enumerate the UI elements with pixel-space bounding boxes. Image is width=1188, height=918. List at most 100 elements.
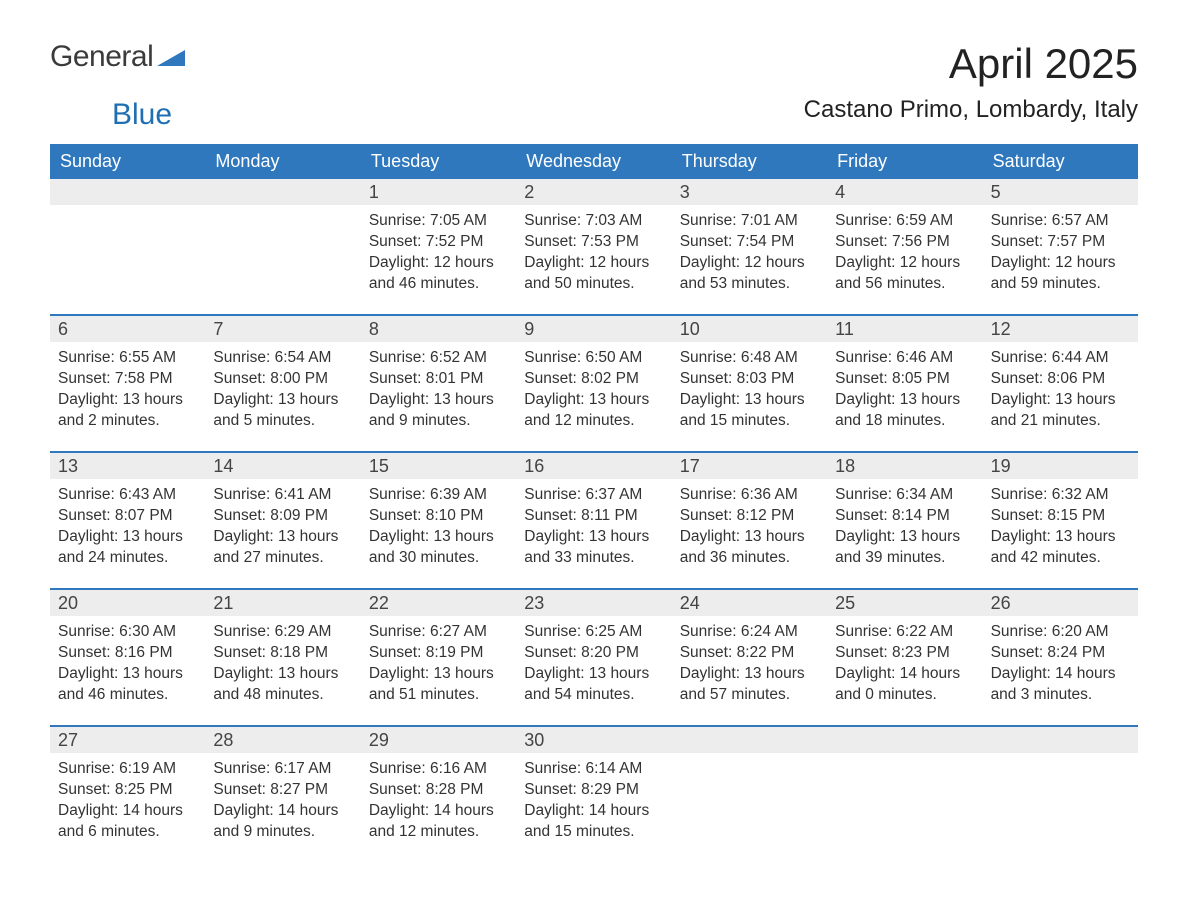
day-body: Sunrise: 6:46 AMSunset: 8:05 PMDaylight:…: [827, 342, 982, 436]
sunrise-text: Sunrise: 6:16 AM: [369, 759, 508, 780]
day-body: Sunrise: 6:55 AMSunset: 7:58 PMDaylight:…: [50, 342, 205, 436]
day-number: 20: [50, 590, 205, 616]
daylight1-text: Daylight: 14 hours: [524, 801, 663, 822]
sunset-text: Sunset: 8:19 PM: [369, 643, 508, 664]
day-body: Sunrise: 7:03 AMSunset: 7:53 PMDaylight:…: [516, 205, 671, 299]
day-cell: [983, 727, 1138, 862]
day-cell: 18Sunrise: 6:34 AMSunset: 8:14 PMDayligh…: [827, 453, 982, 588]
day-body: Sunrise: 6:39 AMSunset: 8:10 PMDaylight:…: [361, 479, 516, 573]
daylight1-text: Daylight: 14 hours: [213, 801, 352, 822]
day-body: Sunrise: 6:30 AMSunset: 8:16 PMDaylight:…: [50, 616, 205, 710]
weekday-header: Thursday: [672, 144, 827, 179]
daylight2-text: and 6 minutes.: [58, 822, 197, 843]
sunrise-text: Sunrise: 6:22 AM: [835, 622, 974, 643]
day-number: 4: [827, 179, 982, 205]
week-row: 13Sunrise: 6:43 AMSunset: 8:07 PMDayligh…: [50, 451, 1138, 588]
daylight2-text: and 46 minutes.: [58, 685, 197, 706]
day-cell: 8Sunrise: 6:52 AMSunset: 8:01 PMDaylight…: [361, 316, 516, 451]
day-cell: 4Sunrise: 6:59 AMSunset: 7:56 PMDaylight…: [827, 179, 982, 314]
daylight1-text: Daylight: 13 hours: [213, 390, 352, 411]
day-body: Sunrise: 6:17 AMSunset: 8:27 PMDaylight:…: [205, 753, 360, 847]
sunset-text: Sunset: 8:05 PM: [835, 369, 974, 390]
day-number: 26: [983, 590, 1138, 616]
daylight2-text: and 33 minutes.: [524, 548, 663, 569]
sunrise-text: Sunrise: 6:24 AM: [680, 622, 819, 643]
day-number: 8: [361, 316, 516, 342]
day-number: 15: [361, 453, 516, 479]
day-body: Sunrise: 6:20 AMSunset: 8:24 PMDaylight:…: [983, 616, 1138, 710]
daylight2-text: and 59 minutes.: [991, 274, 1130, 295]
day-body: Sunrise: 6:41 AMSunset: 8:09 PMDaylight:…: [205, 479, 360, 573]
day-number: 27: [50, 727, 205, 753]
day-body: Sunrise: 6:43 AMSunset: 8:07 PMDaylight:…: [50, 479, 205, 573]
day-number: 30: [516, 727, 671, 753]
sunset-text: Sunset: 7:57 PM: [991, 232, 1130, 253]
sunrise-text: Sunrise: 6:36 AM: [680, 485, 819, 506]
sunrise-text: Sunrise: 6:48 AM: [680, 348, 819, 369]
daylight2-text: and 53 minutes.: [680, 274, 819, 295]
logo-word-2: Blue: [112, 98, 172, 131]
day-cell: 6Sunrise: 6:55 AMSunset: 7:58 PMDaylight…: [50, 316, 205, 451]
day-cell: 13Sunrise: 6:43 AMSunset: 8:07 PMDayligh…: [50, 453, 205, 588]
daylight2-text: and 42 minutes.: [991, 548, 1130, 569]
day-cell: 21Sunrise: 6:29 AMSunset: 8:18 PMDayligh…: [205, 590, 360, 725]
week-row: 6Sunrise: 6:55 AMSunset: 7:58 PMDaylight…: [50, 314, 1138, 451]
daylight1-text: Daylight: 14 hours: [369, 801, 508, 822]
daylight1-text: Daylight: 13 hours: [991, 527, 1130, 548]
daylight1-text: Daylight: 13 hours: [369, 390, 508, 411]
daylight2-text: and 57 minutes.: [680, 685, 819, 706]
day-cell: 29Sunrise: 6:16 AMSunset: 8:28 PMDayligh…: [361, 727, 516, 862]
sunrise-text: Sunrise: 6:59 AM: [835, 211, 974, 232]
logo-word-1: General: [50, 40, 153, 74]
day-number: 28: [205, 727, 360, 753]
sunset-text: Sunset: 8:27 PM: [213, 780, 352, 801]
day-cell: 28Sunrise: 6:17 AMSunset: 8:27 PMDayligh…: [205, 727, 360, 862]
day-body: Sunrise: 6:29 AMSunset: 8:18 PMDaylight:…: [205, 616, 360, 710]
daylight1-text: Daylight: 12 hours: [369, 253, 508, 274]
day-number: 14: [205, 453, 360, 479]
sunset-text: Sunset: 7:56 PM: [835, 232, 974, 253]
daylight2-text: and 2 minutes.: [58, 411, 197, 432]
weekday-header: Tuesday: [361, 144, 516, 179]
day-body: [827, 753, 982, 763]
sunset-text: Sunset: 8:12 PM: [680, 506, 819, 527]
daylight2-text: and 3 minutes.: [991, 685, 1130, 706]
sunrise-text: Sunrise: 7:01 AM: [680, 211, 819, 232]
weekday-header-row: SundayMondayTuesdayWednesdayThursdayFrid…: [50, 144, 1138, 179]
sunrise-text: Sunrise: 6:52 AM: [369, 348, 508, 369]
title-block: April 2025 Castano Primo, Lombardy, Ital…: [804, 40, 1138, 124]
day-cell: [827, 727, 982, 862]
day-cell: 30Sunrise: 6:14 AMSunset: 8:29 PMDayligh…: [516, 727, 671, 862]
calendar-grid: SundayMondayTuesdayWednesdayThursdayFrid…: [50, 144, 1138, 862]
sunset-text: Sunset: 8:09 PM: [213, 506, 352, 527]
daylight2-text: and 24 minutes.: [58, 548, 197, 569]
daylight1-text: Daylight: 13 hours: [524, 664, 663, 685]
sunrise-text: Sunrise: 6:14 AM: [524, 759, 663, 780]
day-number: 10: [672, 316, 827, 342]
daylight1-text: Daylight: 13 hours: [524, 527, 663, 548]
location-subtitle: Castano Primo, Lombardy, Italy: [804, 96, 1138, 124]
daylight1-text: Daylight: 13 hours: [58, 664, 197, 685]
day-cell: 1Sunrise: 7:05 AMSunset: 7:52 PMDaylight…: [361, 179, 516, 314]
week-row: 27Sunrise: 6:19 AMSunset: 8:25 PMDayligh…: [50, 725, 1138, 862]
daylight2-text: and 50 minutes.: [524, 274, 663, 295]
logo: General: [50, 40, 185, 74]
day-number: [983, 727, 1138, 753]
day-number: [827, 727, 982, 753]
day-body: Sunrise: 6:50 AMSunset: 8:02 PMDaylight:…: [516, 342, 671, 436]
sunset-text: Sunset: 8:16 PM: [58, 643, 197, 664]
sunset-text: Sunset: 7:58 PM: [58, 369, 197, 390]
day-body: Sunrise: 6:24 AMSunset: 8:22 PMDaylight:…: [672, 616, 827, 710]
daylight2-text: and 18 minutes.: [835, 411, 974, 432]
day-body: Sunrise: 6:48 AMSunset: 8:03 PMDaylight:…: [672, 342, 827, 436]
daylight1-text: Daylight: 14 hours: [58, 801, 197, 822]
daylight2-text: and 12 minutes.: [524, 411, 663, 432]
day-number: 1: [361, 179, 516, 205]
sunrise-text: Sunrise: 6:57 AM: [991, 211, 1130, 232]
day-body: Sunrise: 6:36 AMSunset: 8:12 PMDaylight:…: [672, 479, 827, 573]
sunrise-text: Sunrise: 6:34 AM: [835, 485, 974, 506]
sunset-text: Sunset: 8:20 PM: [524, 643, 663, 664]
day-cell: 12Sunrise: 6:44 AMSunset: 8:06 PMDayligh…: [983, 316, 1138, 451]
day-cell: [50, 179, 205, 314]
sunrise-text: Sunrise: 6:29 AM: [213, 622, 352, 643]
